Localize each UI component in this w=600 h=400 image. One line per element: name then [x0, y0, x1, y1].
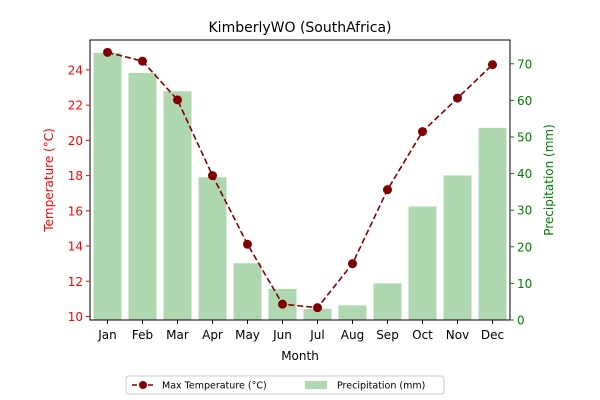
x-tick-label-aug: Aug — [341, 328, 364, 342]
legend-label-precipitation: Precipitation (mm) — [337, 381, 425, 392]
legend-label-temperature: Max Temperature (°C) — [162, 381, 267, 392]
y-axis-right-label: Precipitation (mm) — [542, 124, 556, 236]
temperature-point-feb — [138, 56, 147, 66]
temperature-point-jul — [313, 303, 322, 313]
y-left-tick-label: 10 — [68, 310, 83, 324]
x-tick-label-sep: Sep — [376, 328, 399, 342]
y-right-tick-label: 70 — [517, 57, 532, 71]
legend-bar-swatch — [305, 381, 327, 389]
y-axis-left-label: Temperature (°C) — [42, 128, 56, 233]
y-left-tick-label: 18 — [68, 169, 83, 183]
x-tick-label-oct: Oct — [412, 328, 433, 342]
plot-frame — [89, 39, 511, 321]
y-right-tick-label: 20 — [517, 240, 532, 254]
x-tick-label-jun: Jun — [272, 328, 292, 342]
temperature-point-apr — [208, 171, 217, 181]
temperature-point-jan — [103, 47, 112, 57]
x-tick-label-apr: Apr — [202, 328, 223, 342]
precipitation-bar-jan — [93, 52, 122, 321]
y-left-tick-label: 20 — [68, 134, 83, 148]
y-left-tick-label: 14 — [68, 240, 83, 254]
temperature-point-nov — [453, 93, 462, 103]
temperature-point-mar — [173, 95, 182, 105]
chart-title: KimberlyWO (SouthAfrica) — [209, 20, 392, 36]
legend-line-marker — [139, 381, 147, 389]
precipitation-bar-oct — [408, 206, 437, 320]
temperature-point-sep — [383, 185, 392, 195]
y-right-tick-label: 50 — [517, 130, 532, 144]
x-tick-label-nov: Nov — [446, 328, 469, 342]
x-tick-label-jan: Jan — [97, 328, 117, 342]
legend: Max Temperature (°C) Precipitation (mm) — [125, 375, 445, 395]
y-right-tick-label: 30 — [517, 204, 532, 218]
y-left-tick-label: 22 — [68, 99, 83, 113]
y-right-tick-label: 40 — [517, 167, 532, 181]
x-axis-label: Month — [281, 349, 319, 363]
precipitation-bars — [93, 52, 507, 321]
temperature-point-aug — [348, 259, 357, 269]
temperature-line — [103, 47, 497, 313]
temperature-point-may — [243, 239, 252, 249]
axes: Jan Feb Mar Apr May Jun Jul Aug Sep Oct Nov Dec 10 12… — [68, 39, 532, 342]
y-left-tick-label: 12 — [68, 275, 83, 289]
temperature-line-path — [107, 51, 494, 309]
x-tick-label-mar: Mar — [166, 328, 189, 342]
precipitation-bar-may — [233, 263, 262, 320]
y-left-tick-label: 24 — [68, 63, 83, 77]
precipitation-bar-sep — [373, 283, 402, 320]
legend-frame — [125, 375, 445, 395]
x-tick-label-may: May — [235, 328, 260, 342]
x-tick-label-dec: Dec — [481, 328, 504, 342]
temperature-point-jun — [278, 299, 287, 309]
y-left-tick-label: 16 — [68, 204, 83, 218]
temperature-point-oct — [418, 127, 427, 137]
precipitation-bar-dec — [478, 127, 507, 320]
precipitation-bar-jul — [303, 309, 332, 320]
y-right-tick-label: 10 — [517, 277, 532, 291]
precipitation-bar-apr — [198, 177, 227, 320]
precipitation-bar-nov — [443, 175, 472, 320]
y-right-tick-label: 60 — [517, 94, 532, 108]
temperature-point-dec — [488, 60, 497, 70]
x-tick-label-feb: Feb — [132, 328, 153, 342]
y-right-tick-label: 0 — [517, 314, 525, 328]
x-tick-label-jul: Jul — [309, 328, 324, 342]
precipitation-bar-mar — [163, 91, 192, 321]
precipitation-bar-aug — [338, 305, 367, 320]
precipitation-bar-feb — [128, 72, 157, 320]
